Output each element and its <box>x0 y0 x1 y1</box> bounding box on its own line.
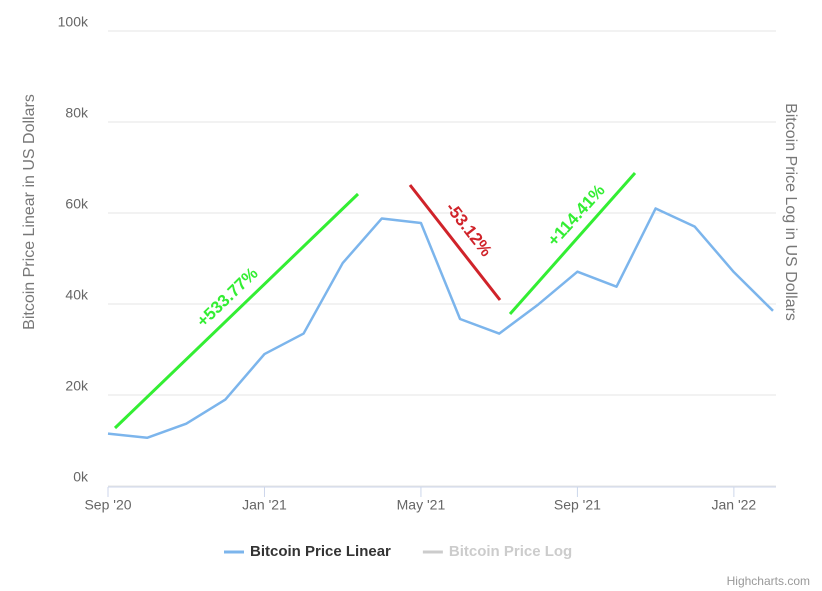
y2-axis-title: Bitcoin Price Log in US Dollars <box>782 103 799 321</box>
x-tick-label: May '21 <box>397 497 446 513</box>
x-tick-label: Sep '20 <box>84 497 131 513</box>
annotation-line <box>508 172 637 315</box>
annotation-line <box>408 184 502 301</box>
legend-label[interactable]: Bitcoin Price Linear <box>250 543 391 560</box>
y-tick-label: 40k <box>65 287 89 303</box>
x-tick-label: Jan '22 <box>712 497 757 513</box>
credits[interactable]: Highcharts.com <box>727 574 810 588</box>
annotation-label: -53.12% <box>442 199 496 261</box>
y-tick-label: 20k <box>65 378 89 394</box>
y-tick-label: 60k <box>65 196 89 212</box>
x-tick-label: Jan '21 <box>242 497 287 513</box>
annotation-line <box>113 192 360 430</box>
y-tick-label: 100k <box>58 14 89 30</box>
x-tick-label: Sep '21 <box>554 497 601 513</box>
y-tick-label: 0k <box>73 469 89 485</box>
legend-label[interactable]: Bitcoin Price Log <box>449 543 572 560</box>
series-line <box>107 207 774 440</box>
y-axis-title: Bitcoin Price Linear in US Dollars <box>21 94 38 330</box>
y-tick-label: 80k <box>65 105 89 121</box>
